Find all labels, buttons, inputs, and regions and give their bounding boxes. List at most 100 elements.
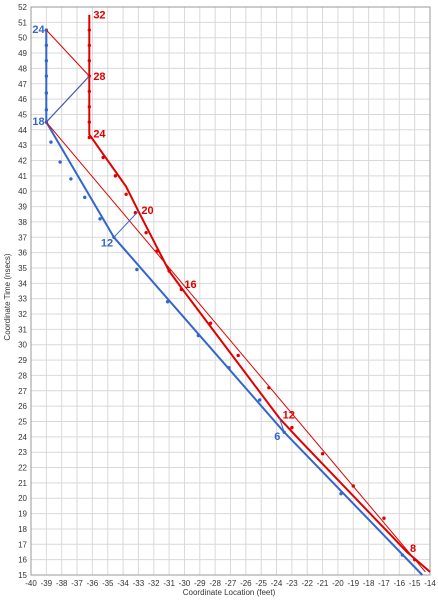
y-tick-label: 42 (18, 157, 27, 166)
annotation-label: 18 (32, 116, 44, 128)
data-point (87, 135, 92, 140)
y-tick-label: 18 (18, 525, 27, 534)
data-point (257, 398, 262, 402)
y-tick-label: 28 (18, 371, 27, 380)
data-point (196, 333, 200, 338)
y-tick-label: 41 (18, 172, 27, 181)
data-point (87, 89, 92, 94)
y-tick-label: 31 (18, 325, 27, 334)
data-point (98, 217, 102, 221)
data-point (227, 366, 231, 370)
data-point (87, 120, 92, 124)
series-line (88, 14, 431, 573)
x-tick-label: -22 (301, 579, 313, 588)
y-tick-label: 20 (18, 494, 27, 503)
y-tick-label: 27 (18, 387, 27, 396)
x-tick-label: -36 (87, 579, 99, 588)
y-tick-label: 48 (18, 64, 27, 73)
annotation-label: 24 (93, 128, 106, 140)
y-tick-label: 32 (18, 310, 27, 319)
x-tick-label: -27 (225, 579, 237, 588)
annotation-label: 16 (184, 279, 196, 291)
data-point (87, 28, 92, 32)
y-tick-label: 17 (18, 540, 27, 549)
data-point (87, 43, 92, 48)
y-tick-label: 45 (18, 110, 27, 119)
x-tick-label: -31 (163, 579, 175, 588)
y-axis-ticks: 15 16 17 18 19 20 21 22 23 24 25 26 27 28 29 30 31 32 33 34… (18, 3, 27, 580)
y-tick-label: 47 (18, 80, 27, 89)
data-point (101, 155, 105, 160)
data-point (44, 91, 49, 95)
x-tick-label: -19 (347, 579, 359, 588)
annotation-label: 28 (93, 71, 105, 83)
x-tick-label: -38 (56, 579, 68, 588)
annotation-label: 8 (410, 543, 416, 555)
annotation-label: 6 (274, 431, 280, 443)
x-tick-label: -15 (409, 579, 421, 588)
data-point (44, 108, 49, 112)
y-tick-label: 36 (18, 249, 27, 258)
y-axis-label: Coordinate Time (nsecs) (3, 253, 12, 340)
y-tick-label: 49 (18, 49, 27, 58)
x-tick-label: -35 (102, 579, 114, 588)
x-tick-label: -25 (255, 579, 267, 588)
y-tick-label: 24 (18, 433, 27, 442)
y-tick-label: 22 (18, 464, 27, 473)
y-tick-label: 34 (18, 279, 27, 288)
annotation-label: 20 (141, 205, 153, 217)
annotation-label: 12 (101, 237, 113, 249)
x-tick-label: -26 (240, 579, 252, 588)
data-point (83, 195, 87, 200)
x-tick-label: -34 (117, 579, 129, 588)
y-tick-label: 21 (18, 479, 27, 488)
x-tick-label: -18 (363, 579, 375, 588)
data-point (339, 491, 343, 496)
data-point (236, 353, 240, 358)
y-tick-label: 30 (18, 341, 27, 350)
x-tick-label: -30 (179, 579, 191, 588)
data-point (124, 192, 128, 196)
y-tick-label: 35 (18, 264, 27, 273)
y-tick-label: 44 (18, 126, 27, 135)
data-point (44, 59, 49, 63)
x-tick-label: -14 (424, 579, 436, 588)
series-line (45, 75, 90, 123)
y-tick-label: 16 (18, 556, 27, 565)
series-line (113, 210, 139, 238)
data-point (282, 430, 286, 434)
y-tick-label: 51 (18, 18, 27, 27)
y-tick-label: 19 (18, 510, 27, 519)
data-point (113, 174, 118, 178)
x-tick-label: -16 (394, 579, 406, 588)
data-point (135, 267, 139, 272)
y-tick-label: 52 (18, 3, 27, 12)
y-tick-label: 50 (18, 34, 27, 43)
data-point (382, 516, 386, 520)
y-tick-label: 26 (18, 402, 27, 411)
annotation-label: 32 (93, 10, 105, 22)
data-point (208, 321, 213, 325)
x-tick-label: -28 (209, 579, 221, 588)
x-tick-label: -32 (148, 579, 160, 588)
series (44, 14, 431, 576)
x-tick-label: -20 (332, 579, 344, 588)
y-tick-label: 33 (18, 295, 27, 304)
data-point (44, 74, 49, 78)
data-point (49, 140, 53, 144)
annotation-label: 12 (283, 409, 295, 421)
y-tick-label: 39 (18, 203, 27, 212)
y-tick-label: 46 (18, 95, 27, 104)
data-point (87, 105, 92, 109)
series-line (279, 418, 285, 433)
x-tick-label: -17 (378, 579, 390, 588)
y-tick-label: 25 (18, 417, 27, 426)
data-point (87, 59, 92, 63)
x-tick-label: -39 (41, 579, 53, 588)
data-point (400, 553, 405, 557)
data-point (44, 43, 49, 48)
data-point (167, 269, 171, 273)
annotation-label: 24 (32, 24, 45, 36)
